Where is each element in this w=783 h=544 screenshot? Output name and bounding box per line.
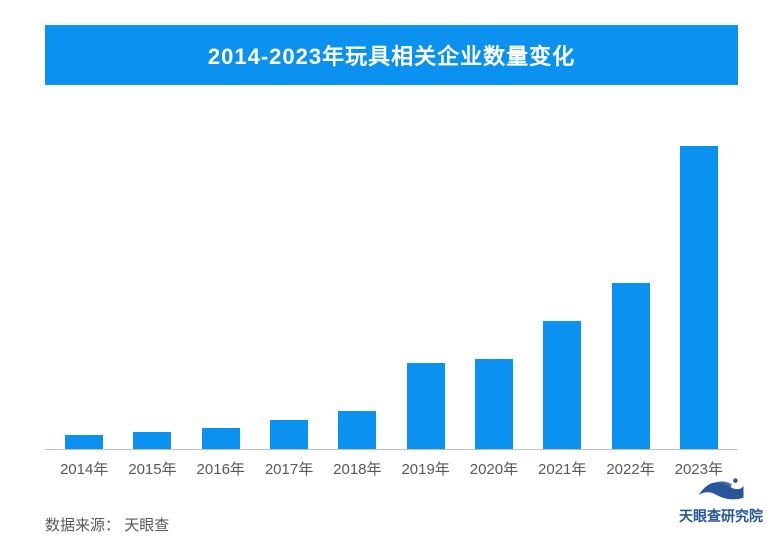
bar-slot bbox=[596, 140, 664, 449]
chart-title: 2014-2023年玩具相关企业数量变化 bbox=[45, 25, 738, 85]
x-label: 2019年 bbox=[391, 458, 459, 479]
bar bbox=[475, 359, 513, 449]
bar-slot bbox=[187, 140, 255, 449]
x-label: 2015年 bbox=[118, 458, 186, 479]
bar-slot bbox=[460, 140, 528, 449]
bar bbox=[270, 420, 308, 449]
x-label: 2022年 bbox=[596, 458, 664, 479]
chart-plot-area bbox=[45, 140, 738, 450]
x-label: 2018年 bbox=[323, 458, 391, 479]
bars-group bbox=[45, 140, 738, 449]
bar bbox=[133, 432, 171, 449]
x-label: 2014年 bbox=[50, 458, 118, 479]
bar-slot bbox=[118, 140, 186, 449]
source-value: 天眼查 bbox=[124, 517, 169, 534]
chart-container: 2014-2023年玩具相关企业数量变化 2014年2015年2016年2017… bbox=[0, 0, 783, 544]
bar bbox=[65, 435, 103, 449]
bar bbox=[680, 146, 718, 449]
data-source: 数据来源： 天眼查 bbox=[45, 514, 738, 535]
logo: 天眼查研究院 bbox=[679, 468, 763, 526]
bar bbox=[202, 428, 240, 449]
x-label: 2020年 bbox=[460, 458, 528, 479]
bar-slot bbox=[255, 140, 323, 449]
x-label: 2021年 bbox=[528, 458, 596, 479]
bar-slot bbox=[50, 140, 118, 449]
x-label: 2016年 bbox=[187, 458, 255, 479]
logo-text: 天眼查研究院 bbox=[679, 506, 763, 526]
bar-slot bbox=[323, 140, 391, 449]
bar bbox=[612, 283, 650, 449]
source-label: 数据来源： bbox=[45, 517, 120, 534]
bar bbox=[543, 321, 581, 449]
x-label: 2017年 bbox=[255, 458, 323, 479]
bar bbox=[407, 363, 445, 449]
bar bbox=[338, 411, 376, 449]
x-axis-labels: 2014年2015年2016年2017年2018年2019年2020年2021年… bbox=[45, 450, 738, 479]
bar-slot bbox=[665, 140, 733, 449]
bar-slot bbox=[528, 140, 596, 449]
logo-icon bbox=[692, 468, 750, 504]
bar-slot bbox=[391, 140, 459, 449]
